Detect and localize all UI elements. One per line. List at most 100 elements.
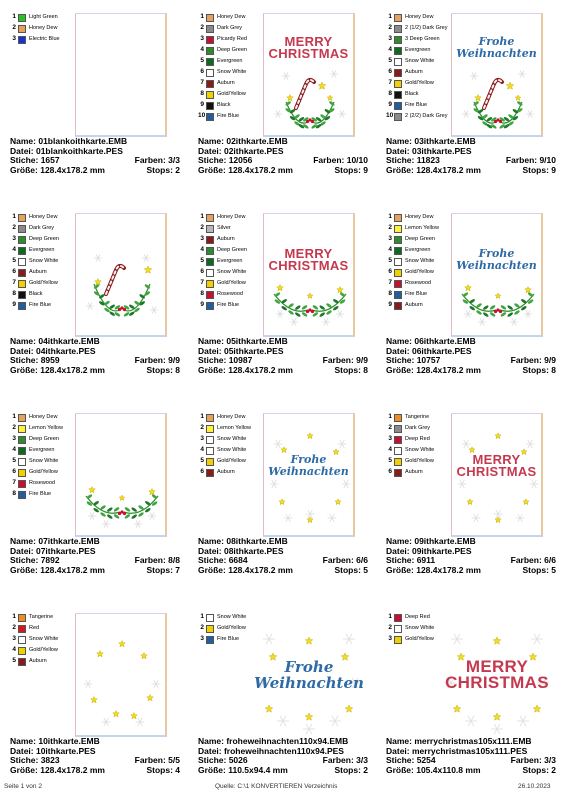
thread-color-list: 1 Honey Dew 2 Silver 3 Auburn 4 Deep Green 5 Ever… xyxy=(198,212,268,311)
design-info: Name: 09ithkarte.EMB Datei: 09ithkarte.PE… xyxy=(386,536,556,575)
star-icon xyxy=(94,277,102,286)
color-swatch xyxy=(394,290,402,299)
thread-number: 4 xyxy=(388,46,392,54)
design-cell[interactable]: 1 Light Green 2 Honey Dew 3 Electric Blue Name… xyxy=(4,0,184,200)
star-icon xyxy=(336,285,344,294)
color-swatch xyxy=(18,24,26,33)
color-swatch xyxy=(18,424,26,433)
design-preview[interactable]: MERRY CHRISTMAS xyxy=(263,213,355,337)
thread-color-row: 1 Honey Dew xyxy=(386,212,456,223)
color-swatch xyxy=(18,268,26,277)
color-swatch xyxy=(18,435,26,444)
color-swatch xyxy=(206,424,214,433)
color-count: Farben: 5/5 xyxy=(134,755,180,765)
design-name: Name: 04ithkarte.EMB xyxy=(10,336,100,346)
thread-number: 10 xyxy=(198,112,206,120)
design-preview[interactable]: MERRY CHRISTMAS xyxy=(451,413,543,537)
design-preview[interactable] xyxy=(75,613,167,737)
design-file: Datei: 09ithkarte.PES xyxy=(386,545,472,556)
design-cell[interactable]: 1 Honey Dew 2 Lemon Yellow 3 Deep Green 4 Everg… xyxy=(380,200,560,400)
design-preview[interactable]: MERRY CHRISTMAS xyxy=(263,13,355,137)
color-count: Farben: 6/6 xyxy=(322,555,368,565)
snowflake-icon xyxy=(517,715,529,727)
thread-number: 3 xyxy=(200,435,204,443)
design-cell[interactable]: 1 Tangerine 2 Red 3 Snow White 4 Gold/Yellow 5 Au… xyxy=(4,600,184,800)
thread-number: 2 xyxy=(388,24,392,32)
design-name: Name: 08ithkarte.EMB xyxy=(198,536,288,546)
snowflake-icon xyxy=(148,512,156,520)
thread-number: 4 xyxy=(200,46,204,54)
thread-label: Black xyxy=(405,90,419,97)
snowflake-icon xyxy=(86,302,94,310)
thread-color-row: 3 Electric Blue xyxy=(10,34,80,45)
thread-color-row: 3 Deep Green xyxy=(10,234,80,245)
snowflake-icon xyxy=(135,717,145,727)
color-swatch xyxy=(394,13,402,22)
thread-color-row: 7 Rosewood xyxy=(10,478,80,489)
star-icon xyxy=(96,649,104,658)
design-info: Name: 05ithkarte.EMB Datei: 05ithkarte.PE… xyxy=(198,336,368,375)
design-cell[interactable]: 1 Honey Dew 2 Silver 3 Auburn 4 Deep Green 5 Ever… xyxy=(192,200,372,400)
design-preview[interactable]: Frohe Weihnachten xyxy=(451,213,543,337)
color-swatch xyxy=(206,57,214,66)
thread-number: 4 xyxy=(388,246,392,254)
star-icon xyxy=(304,712,314,721)
thread-number: 1 xyxy=(12,613,16,621)
berry-icon xyxy=(120,510,124,514)
thread-color-row: 2 Silver xyxy=(198,223,268,234)
color-swatch xyxy=(206,13,214,22)
snowflake-icon xyxy=(343,633,355,645)
design-cell[interactable]: 1 Honey Dew 2 Lemon Yellow 3 Deep Green 4 Everg… xyxy=(4,400,184,600)
star-icon xyxy=(334,498,342,506)
star-icon xyxy=(140,651,148,660)
stitch-count: Stiche: 5026 xyxy=(198,755,248,765)
star-icon xyxy=(494,432,502,440)
thread-number: 4 xyxy=(388,446,392,454)
design-cell[interactable]: 1 Honey Dew 2 Dark Grey 3 Picardy Red 4 Deep Gr… xyxy=(192,0,372,200)
snowflake-icon xyxy=(336,310,344,318)
thread-label: Lemon Yellow xyxy=(405,224,439,231)
design-info: Name: 07ithkarte.EMB Datei: 07ithkarte.PE… xyxy=(10,536,180,575)
thread-label: Dark Grey xyxy=(405,424,431,431)
snowflake-icon xyxy=(83,679,93,689)
thread-number: 6 xyxy=(12,468,16,476)
design-preview[interactable] xyxy=(75,13,167,137)
design-name: Name: 09ithkarte.EMB xyxy=(386,536,476,546)
design-preview[interactable]: MERRY CHRISTMAS xyxy=(445,613,549,737)
design-preview[interactable]: Frohe Weihnachten xyxy=(254,613,364,737)
design-cell[interactable]: 1 Deep Red 2 Snow White 3 Gold/Yellow MERRY CHR… xyxy=(380,600,560,800)
color-count: Farben: 3/3 xyxy=(322,755,368,765)
design-cell[interactable]: 1 Tangerine 2 Dark Grey 3 Deep Red 4 Snow White… xyxy=(380,400,560,600)
design-preview[interactable] xyxy=(75,413,167,537)
design-cell[interactable]: 1 Snow White 2 Gold/Yellow 3 Fire Blue Frohe We… xyxy=(192,600,372,800)
design-name: Name: 07ithkarte.EMB xyxy=(10,536,100,546)
snowflake-icon xyxy=(524,310,532,318)
thread-color-row: 2 Snow White xyxy=(386,623,456,634)
design-cell[interactable]: 1 Honey Dew 2 Dark Grey 3 Deep Green 4 Evergree… xyxy=(4,200,184,400)
thread-label: Lemon Yellow xyxy=(217,424,251,431)
berry-icon xyxy=(310,119,315,124)
color-swatch xyxy=(394,446,402,455)
snowflake-icon xyxy=(529,479,539,489)
design-preview[interactable] xyxy=(75,213,167,337)
star-icon xyxy=(492,712,502,721)
snowflake-icon xyxy=(277,715,289,727)
thread-color-row: 2 Lemon Yellow xyxy=(10,423,80,434)
design-size: Größe: 128.4x178.2 mm xyxy=(10,764,105,775)
design-cell[interactable]: 1 Honey Dew 2 2 (1/2) Dark Grey 3 3 Deep Gree… xyxy=(380,0,560,200)
thread-color-row: 3 Auburn xyxy=(198,234,268,245)
color-swatch xyxy=(206,235,214,244)
holly-branch-icon xyxy=(311,292,347,317)
thread-number: 7 xyxy=(12,279,16,287)
thread-color-row: 1 Honey Dew xyxy=(386,12,456,23)
thread-label: Deep Red xyxy=(405,435,430,442)
color-swatch xyxy=(206,468,214,477)
design-cell[interactable]: 1 Honey Dew 2 Lemon Yellow 3 Snow White 4 Snow … xyxy=(192,400,372,600)
color-swatch xyxy=(206,246,214,255)
design-preview[interactable]: Frohe Weihnachten xyxy=(451,13,543,137)
thread-label: Auburn xyxy=(405,301,423,308)
design-preview[interactable]: Frohe Weihnachten xyxy=(263,413,355,537)
snowflake-icon xyxy=(303,723,315,735)
footer-date: 26.10.2023 xyxy=(518,783,551,790)
thread-number: 9 xyxy=(12,301,16,309)
